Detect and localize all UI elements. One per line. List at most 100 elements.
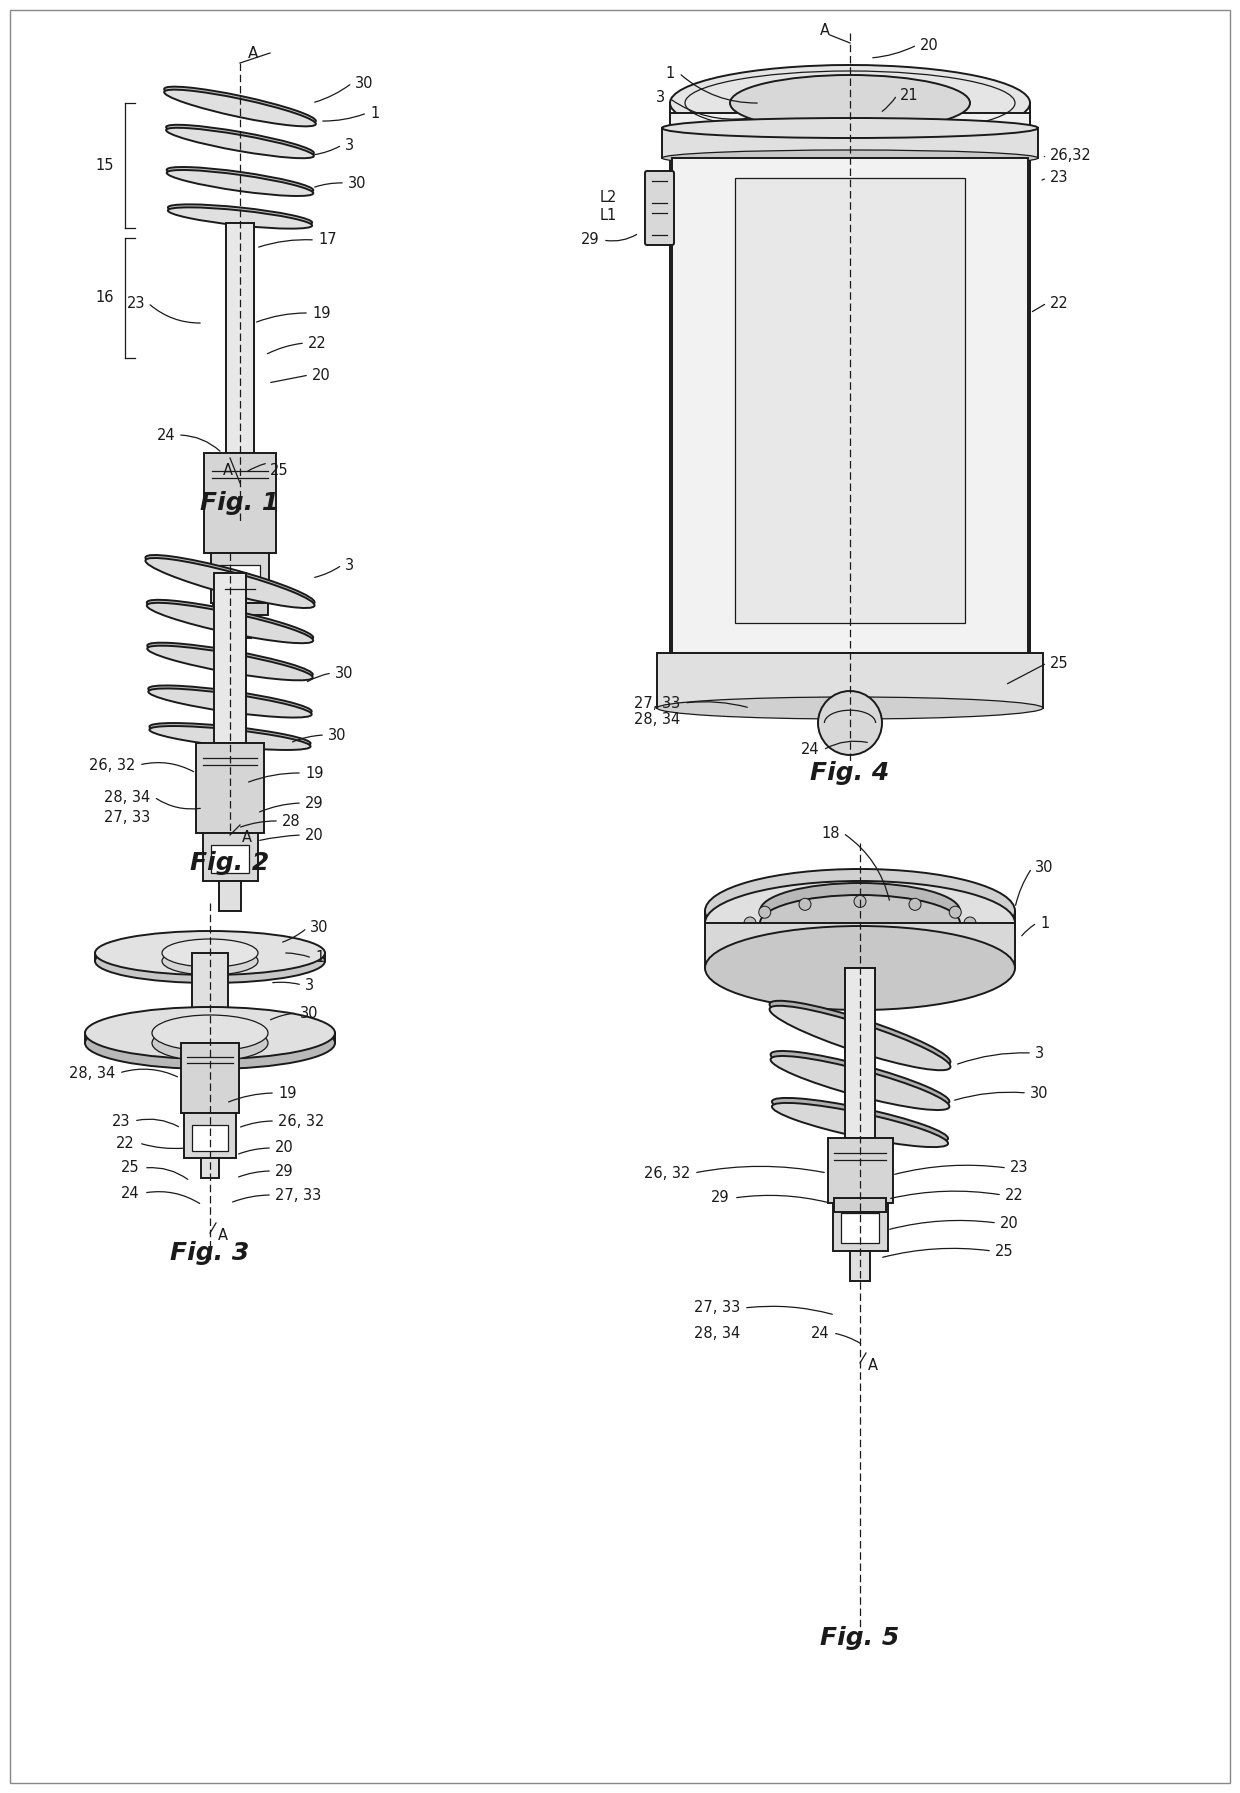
Text: 26,32: 26,32: [1050, 147, 1091, 163]
FancyArrowPatch shape: [955, 1092, 1024, 1101]
Text: A: A: [218, 1228, 228, 1243]
Ellipse shape: [145, 558, 315, 608]
FancyArrowPatch shape: [681, 75, 758, 102]
Ellipse shape: [149, 685, 311, 715]
Text: 17: 17: [317, 233, 336, 247]
FancyBboxPatch shape: [192, 954, 228, 1033]
FancyArrowPatch shape: [1016, 870, 1030, 905]
Ellipse shape: [145, 556, 315, 604]
Text: 27, 33: 27, 33: [104, 810, 150, 825]
Text: 24: 24: [122, 1185, 140, 1201]
Circle shape: [854, 938, 866, 950]
FancyBboxPatch shape: [229, 602, 250, 638]
FancyArrowPatch shape: [181, 436, 219, 452]
FancyArrowPatch shape: [141, 762, 193, 771]
FancyArrowPatch shape: [873, 47, 915, 57]
Text: A: A: [242, 830, 252, 845]
FancyBboxPatch shape: [213, 602, 268, 615]
Text: 3: 3: [305, 977, 314, 993]
Ellipse shape: [760, 895, 960, 950]
FancyArrowPatch shape: [746, 1307, 832, 1314]
Text: 24: 24: [811, 1325, 830, 1341]
Text: 15: 15: [95, 158, 114, 172]
Text: 3: 3: [656, 90, 665, 106]
Ellipse shape: [773, 1097, 949, 1142]
Text: 22: 22: [308, 335, 327, 350]
FancyBboxPatch shape: [215, 574, 246, 742]
Text: 27, 33: 27, 33: [634, 696, 680, 710]
FancyArrowPatch shape: [1007, 663, 1044, 683]
FancyArrowPatch shape: [890, 1191, 999, 1198]
Text: 28: 28: [281, 814, 300, 828]
FancyArrowPatch shape: [247, 464, 265, 472]
Ellipse shape: [662, 151, 1038, 167]
FancyArrowPatch shape: [241, 1121, 273, 1128]
Ellipse shape: [706, 880, 1016, 965]
Text: 30: 30: [355, 75, 373, 90]
FancyArrowPatch shape: [737, 1196, 827, 1203]
Text: 20: 20: [312, 368, 331, 382]
FancyArrowPatch shape: [257, 314, 306, 323]
Text: 25: 25: [122, 1160, 140, 1176]
FancyArrowPatch shape: [259, 836, 299, 841]
FancyArrowPatch shape: [315, 567, 340, 577]
FancyArrowPatch shape: [156, 798, 200, 809]
FancyArrowPatch shape: [270, 1013, 294, 1020]
Text: 24: 24: [801, 742, 820, 757]
Text: L2: L2: [600, 190, 618, 206]
Text: A: A: [248, 45, 258, 61]
FancyBboxPatch shape: [226, 222, 254, 454]
Ellipse shape: [730, 75, 970, 131]
FancyArrowPatch shape: [293, 735, 322, 742]
FancyBboxPatch shape: [841, 1214, 879, 1243]
Ellipse shape: [760, 882, 960, 940]
Text: A: A: [868, 1357, 878, 1373]
FancyBboxPatch shape: [657, 653, 1043, 708]
FancyArrowPatch shape: [671, 100, 748, 118]
FancyBboxPatch shape: [192, 1124, 228, 1151]
Text: A: A: [820, 23, 830, 38]
Text: 20: 20: [999, 1216, 1019, 1230]
FancyArrowPatch shape: [889, 1221, 994, 1230]
FancyArrowPatch shape: [315, 147, 340, 154]
Ellipse shape: [662, 118, 1038, 138]
FancyArrowPatch shape: [241, 821, 277, 827]
Text: 26, 32: 26, 32: [88, 757, 135, 773]
Text: 29: 29: [275, 1164, 294, 1178]
Text: 22: 22: [1004, 1187, 1024, 1203]
FancyBboxPatch shape: [219, 565, 260, 595]
Text: 20: 20: [920, 38, 939, 52]
Ellipse shape: [670, 65, 1030, 142]
Ellipse shape: [166, 127, 314, 158]
Text: 26, 32: 26, 32: [644, 1165, 689, 1180]
FancyArrowPatch shape: [882, 97, 895, 111]
Text: 19: 19: [278, 1085, 296, 1101]
FancyArrowPatch shape: [136, 1119, 179, 1126]
Text: 30: 30: [300, 1006, 319, 1020]
FancyBboxPatch shape: [672, 158, 1028, 653]
Ellipse shape: [167, 208, 312, 230]
FancyArrowPatch shape: [270, 375, 306, 382]
Text: 30: 30: [1030, 1085, 1049, 1101]
Ellipse shape: [770, 1006, 950, 1070]
FancyArrowPatch shape: [836, 1334, 861, 1343]
Circle shape: [799, 898, 811, 911]
Circle shape: [799, 936, 811, 948]
FancyBboxPatch shape: [828, 1139, 893, 1203]
Text: 21: 21: [900, 88, 919, 102]
Circle shape: [759, 905, 771, 918]
Ellipse shape: [164, 90, 316, 126]
Text: 19: 19: [305, 766, 324, 780]
Ellipse shape: [167, 204, 312, 226]
Text: Fig. 1: Fig. 1: [201, 491, 280, 515]
Text: 18: 18: [821, 825, 839, 841]
FancyBboxPatch shape: [844, 968, 875, 1139]
FancyBboxPatch shape: [211, 552, 269, 602]
FancyArrowPatch shape: [141, 1144, 184, 1149]
Text: Fig. 3: Fig. 3: [170, 1241, 249, 1266]
FancyArrowPatch shape: [846, 834, 889, 900]
Text: 28, 34: 28, 34: [634, 712, 680, 728]
FancyBboxPatch shape: [196, 742, 264, 834]
FancyArrowPatch shape: [150, 305, 200, 323]
Ellipse shape: [95, 931, 325, 975]
